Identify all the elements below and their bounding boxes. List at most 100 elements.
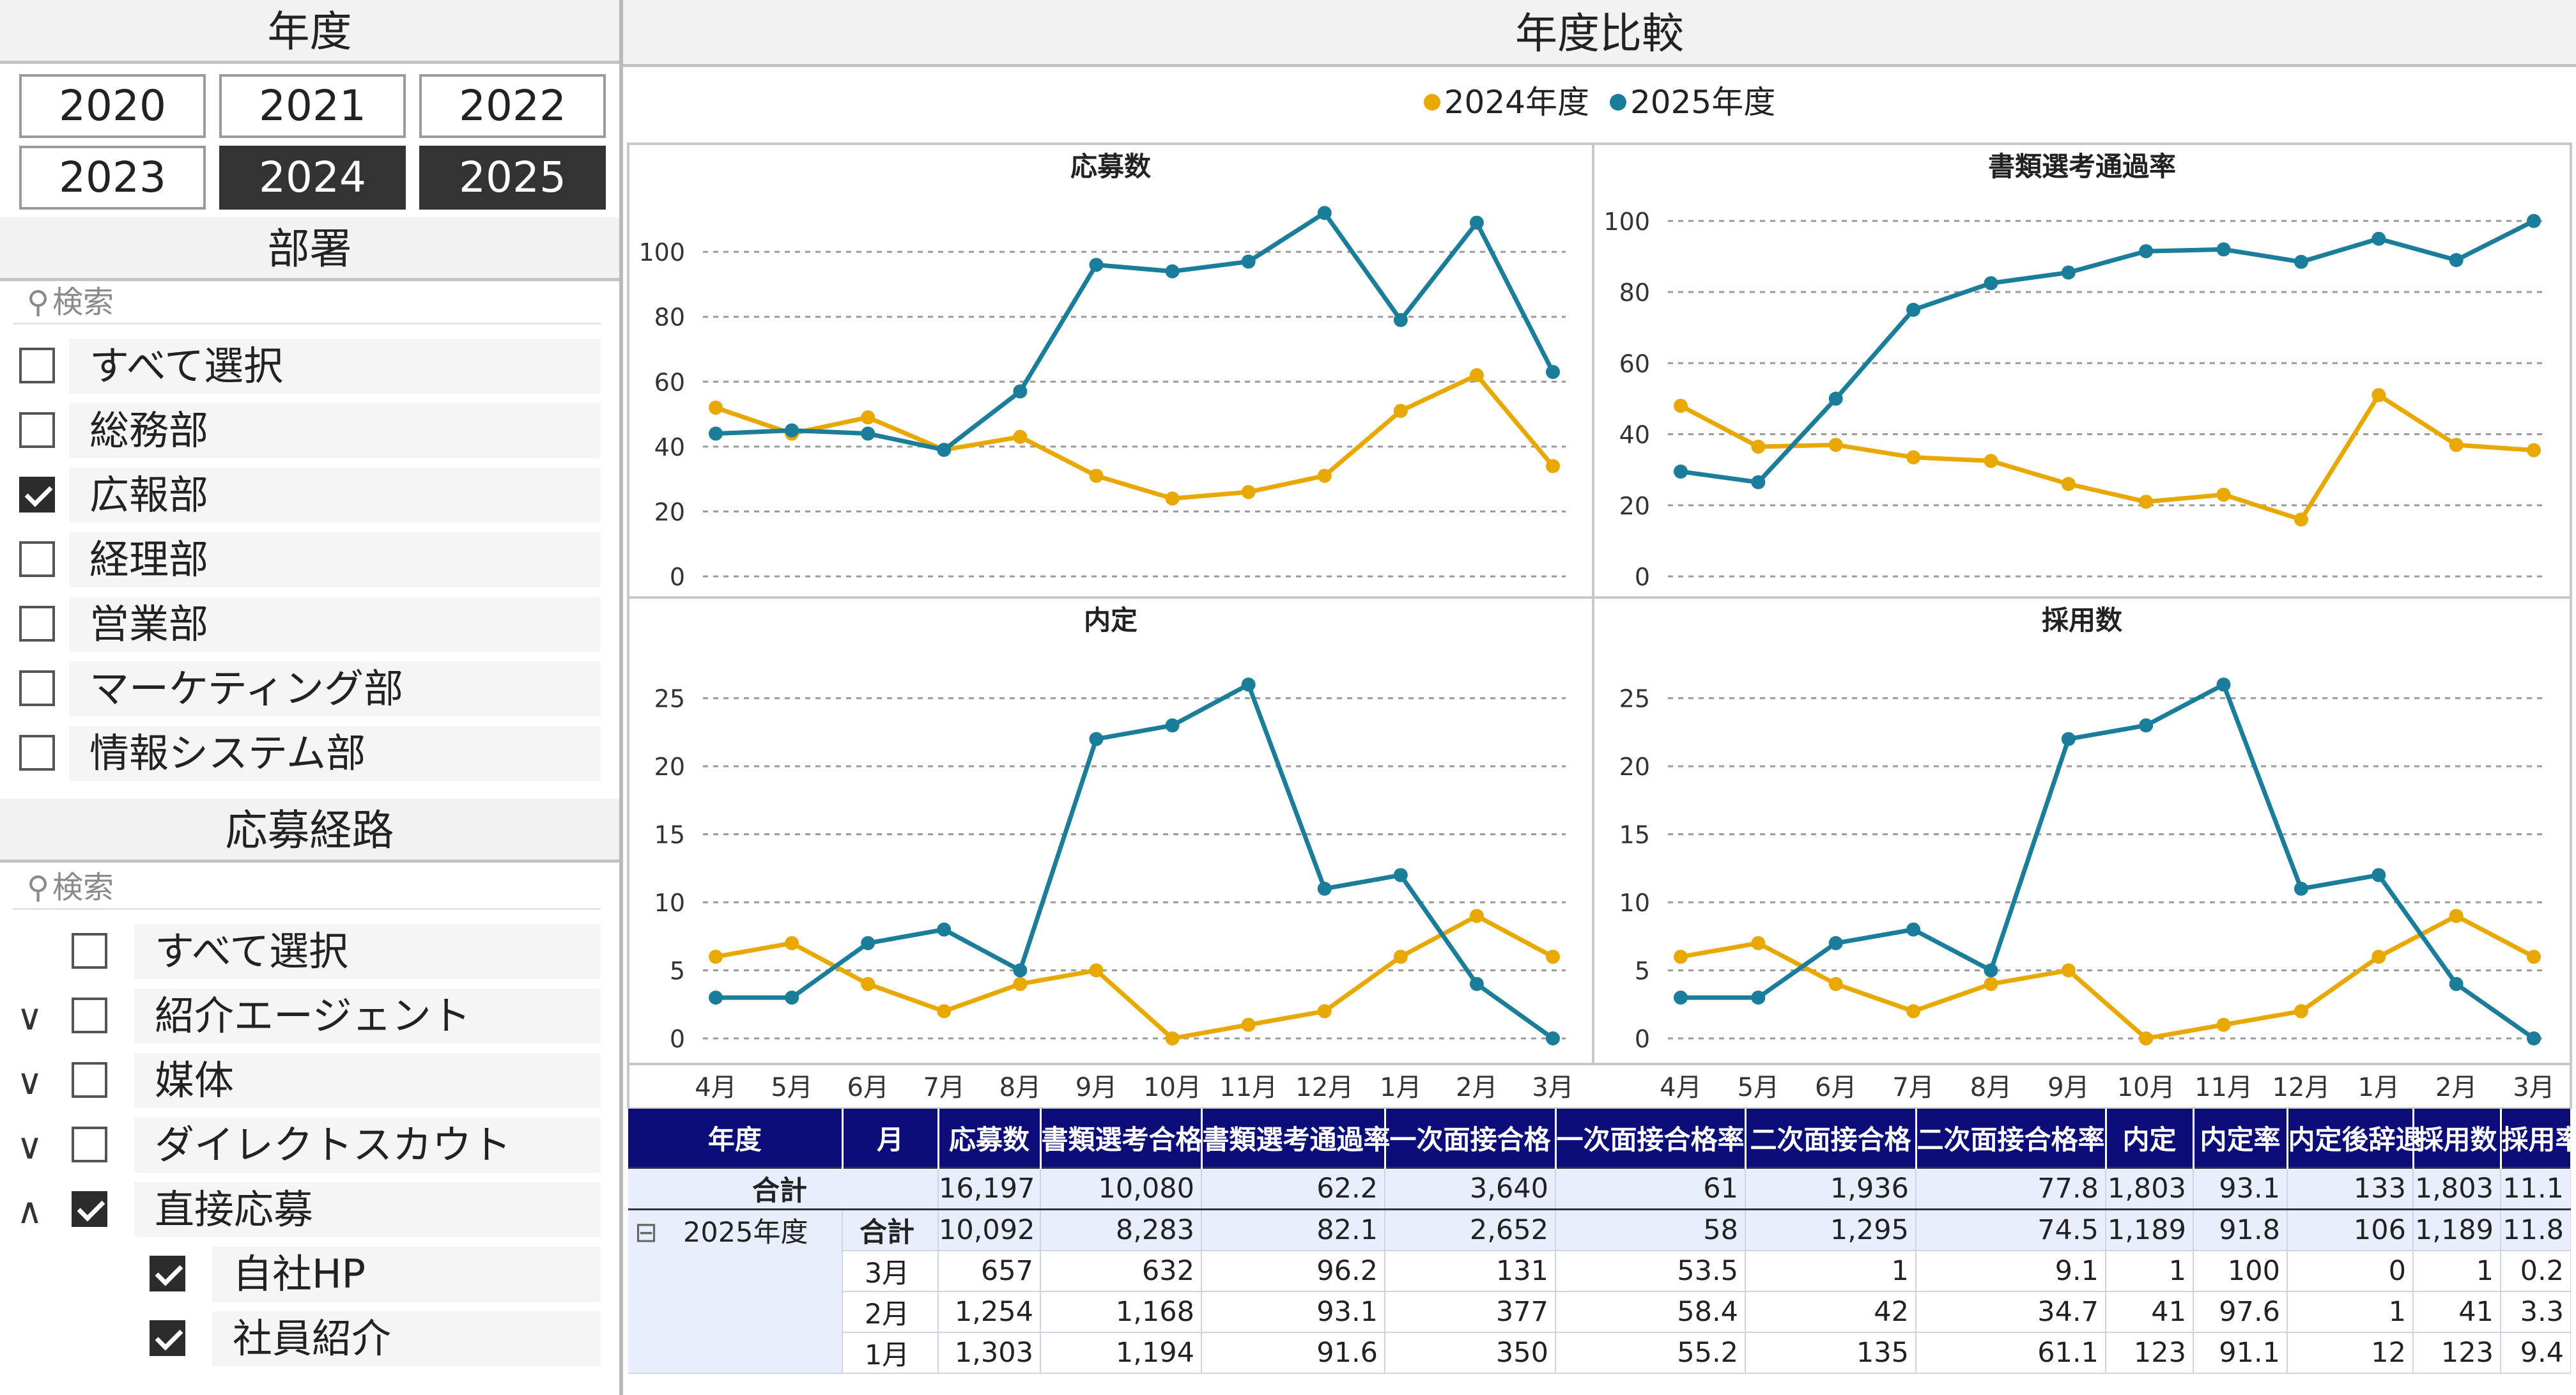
column-header[interactable]: 応募数 xyxy=(938,1109,1042,1168)
route-checkbox[interactable] xyxy=(72,1127,107,1162)
year-group-cell[interactable]: ⊟ 2025年度 xyxy=(628,1209,843,1374)
chevron-down-icon[interactable]: ∨ xyxy=(17,1061,43,1103)
route-item[interactable]: 紹介エージェント xyxy=(134,989,601,1044)
dept-item[interactable]: 広報部 xyxy=(69,468,601,523)
table-cell: 1,189 xyxy=(2106,1209,2194,1251)
data-point xyxy=(709,990,723,1005)
route-search-input[interactable]: ⚲ 検索 xyxy=(13,868,601,910)
route-checkbox[interactable] xyxy=(72,1062,107,1098)
series-line-2 xyxy=(715,210,1555,452)
data-point xyxy=(1393,312,1408,327)
column-header[interactable]: 二次面接合格率 xyxy=(1916,1109,2107,1168)
data-point xyxy=(1674,399,1688,413)
column-header[interactable]: 一次面接合格 xyxy=(1385,1109,1557,1168)
data-point xyxy=(785,936,799,950)
dept-checkbox[interactable] xyxy=(19,670,55,706)
x-tick-label: 3月 xyxy=(2513,1073,2554,1102)
data-point xyxy=(1984,454,1998,468)
table-cell: 97.6 xyxy=(2193,1291,2288,1333)
dept-item[interactable]: 営業部 xyxy=(69,597,601,652)
data-point xyxy=(2139,1031,2154,1045)
data-point xyxy=(861,410,875,425)
route-item[interactable]: 自社HP xyxy=(212,1247,601,1302)
route-checkbox[interactable] xyxy=(72,1191,107,1227)
dept-item[interactable]: 経理部 xyxy=(69,532,601,587)
chart-4: 採用数 0 5 10 15 20 25 xyxy=(1592,596,2572,1065)
year-button-2024[interactable]: 2024 xyxy=(219,146,406,210)
table-row: 2月 1,254 1,168 93.1 377 58.4 42 34.7 41 97.6 1 41 3.… xyxy=(628,1291,2571,1333)
dept-slicer-title: 部署 xyxy=(0,217,619,281)
table-cell: 96.2 xyxy=(1201,1250,1385,1292)
dept-item[interactable]: マーケティング部 xyxy=(69,661,601,716)
column-header[interactable]: 採用数 xyxy=(2413,1109,2502,1168)
route-checkbox[interactable] xyxy=(150,1256,185,1291)
dept-item[interactable]: すべて選択 xyxy=(69,339,601,394)
x-tick-label: 12月 xyxy=(2272,1073,2330,1102)
table-cell: 77.8 xyxy=(1916,1166,2106,1210)
year-slicer-title: 年度 xyxy=(0,0,619,64)
chevron-up-icon[interactable]: ∧ xyxy=(17,1191,43,1232)
dept-checkbox[interactable] xyxy=(19,735,55,771)
comparison-charts: 応募数020406080100書類選考通過率020406080100内定0510… xyxy=(627,143,2572,1109)
dept-checkbox[interactable] xyxy=(19,412,55,448)
column-header[interactable]: 年度 xyxy=(628,1109,844,1168)
year-button-2022[interactable]: 2022 xyxy=(419,74,606,138)
column-header[interactable]: 内定率 xyxy=(2193,1109,2288,1168)
year-button-2023[interactable]: 2023 xyxy=(19,146,206,210)
column-header[interactable]: 書類選考合格 xyxy=(1040,1109,1203,1168)
route-item[interactable]: すべて選択 xyxy=(134,924,601,979)
data-point xyxy=(1674,950,1688,964)
y-tick-label: 0 xyxy=(1635,1025,1650,1053)
dept-checkbox[interactable] xyxy=(19,477,55,513)
x-tick-label: 7月 xyxy=(1892,1073,1934,1102)
route-checkbox[interactable] xyxy=(150,1320,185,1356)
year-button-2025[interactable]: 2025 xyxy=(419,146,606,210)
collapse-icon[interactable]: ⊟ xyxy=(635,1216,658,1249)
column-header[interactable]: 内定 xyxy=(2106,1109,2194,1168)
data-point xyxy=(2449,252,2464,267)
dept-checkbox[interactable] xyxy=(19,541,55,577)
y-tick-label: 10 xyxy=(654,889,685,917)
table-cell: 350 xyxy=(1385,1332,1556,1374)
x-tick-label: 9月 xyxy=(1076,1073,1117,1102)
dept-search-input[interactable]: ⚲ 検索 xyxy=(13,282,601,325)
route-item[interactable]: ダイレクトスカウト xyxy=(134,1118,601,1173)
data-point xyxy=(1241,677,1256,692)
route-item[interactable]: 社員紹介 xyxy=(212,1311,601,1366)
chart-legend: 2024年度 2025年度 xyxy=(623,77,2576,128)
route-item[interactable]: 媒体 xyxy=(134,1053,601,1108)
column-header[interactable]: 二次面接合格 xyxy=(1745,1109,1917,1168)
data-point xyxy=(1165,1031,1180,1045)
chart-frame xyxy=(1592,143,2572,599)
year-button-2021[interactable]: 2021 xyxy=(219,74,406,138)
chevron-down-icon[interactable]: ∨ xyxy=(17,997,43,1038)
table-cell: 1 xyxy=(2106,1250,2194,1292)
table-cell: 55.2 xyxy=(1555,1332,1746,1374)
data-point xyxy=(2372,868,2386,882)
column-header[interactable]: 書類選考通過率 xyxy=(1201,1109,1391,1168)
data-point xyxy=(2527,1031,2541,1045)
column-header[interactable]: 月 xyxy=(842,1109,939,1168)
year-button-2020[interactable]: 2020 xyxy=(19,74,206,138)
chevron-down-icon[interactable]: ∨ xyxy=(17,1126,43,1168)
dept-checkbox[interactable] xyxy=(19,348,55,383)
data-point xyxy=(1469,976,1484,991)
data-point xyxy=(2294,513,2308,527)
route-item[interactable]: 直接応募 xyxy=(134,1182,601,1237)
route-checkbox[interactable] xyxy=(72,933,107,969)
data-point xyxy=(2449,909,2464,923)
y-tick-label: 20 xyxy=(654,753,685,781)
column-header[interactable]: 採用率 xyxy=(2501,1109,2571,1168)
dept-item[interactable]: 総務部 xyxy=(69,403,601,458)
dept-item[interactable]: 情報システム部 xyxy=(69,726,601,781)
data-point xyxy=(709,950,723,964)
column-header[interactable]: 一次面接合格率 xyxy=(1555,1109,1747,1168)
dept-checkbox[interactable] xyxy=(19,606,55,642)
table-cell: 9.4 xyxy=(2501,1332,2571,1374)
route-checkbox[interactable] xyxy=(72,998,107,1033)
column-header[interactable]: 内定後辞退 xyxy=(2287,1109,2423,1168)
table-cell: 0.2 xyxy=(2501,1250,2571,1292)
x-axis-labels: 4月 5月 6月 7月 8月 9月 10月 11月 12月 1月 2月 3月 4月 5月 6月 7月 8月 9月 1… xyxy=(627,1063,2572,1109)
data-point xyxy=(1546,459,1560,474)
legend-label: 2024年度 xyxy=(1444,84,1589,121)
